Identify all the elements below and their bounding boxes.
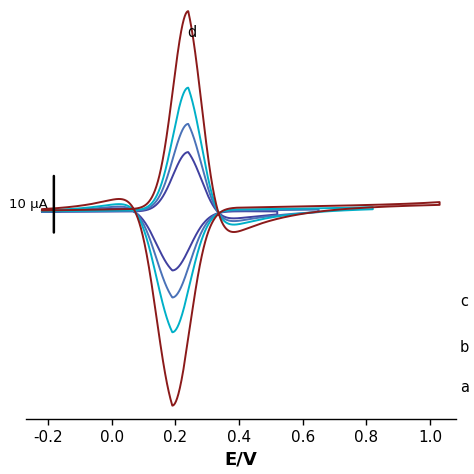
Text: c: c — [460, 294, 468, 309]
X-axis label: E/V: E/V — [224, 450, 257, 468]
Text: d: d — [187, 25, 196, 40]
Text: 10 μA: 10 μA — [9, 198, 47, 211]
Text: a: a — [460, 380, 469, 395]
Text: b: b — [460, 339, 469, 355]
